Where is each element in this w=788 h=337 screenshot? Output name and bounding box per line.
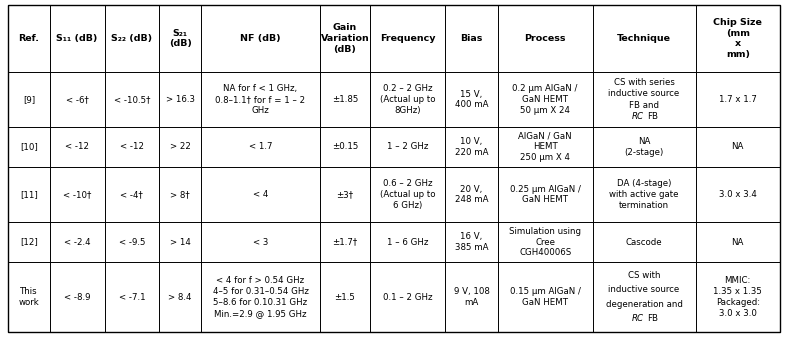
Text: AlGaN / GaN
HEMT
250 μm X 4: AlGaN / GaN HEMT 250 μm X 4 (519, 132, 572, 162)
Text: ±1.85: ±1.85 (332, 95, 358, 104)
Text: Simulation using
Cree
CGH40006S: Simulation using Cree CGH40006S (509, 227, 582, 257)
Text: < -12: < -12 (120, 143, 144, 151)
Text: NA
(2-stage): NA (2-stage) (624, 137, 663, 157)
Text: Chip Size
(mm
x
mm): Chip Size (mm x mm) (713, 18, 762, 59)
Text: 3.0 x 3.4: 3.0 x 3.4 (719, 190, 756, 199)
Text: S₁₁ (dB): S₁₁ (dB) (57, 34, 98, 43)
Text: Frequency: Frequency (380, 34, 436, 43)
Text: MMIC:
1.35 x 1.35
Packaged:
3.0 x 3.0: MMIC: 1.35 x 1.35 Packaged: 3.0 x 3.0 (713, 276, 762, 318)
Text: NA: NA (731, 143, 744, 151)
Text: > 22: > 22 (169, 143, 191, 151)
Text: < -4†: < -4† (121, 190, 143, 199)
Text: 0.15 μm AlGaN /
GaN HEMT: 0.15 μm AlGaN / GaN HEMT (510, 287, 581, 307)
Text: S₂₁
(dB): S₂₁ (dB) (169, 29, 191, 48)
Text: 0.2 – 2 GHz
(Actual up to
8GHz): 0.2 – 2 GHz (Actual up to 8GHz) (380, 84, 436, 115)
Text: 0.6 – 2 GHz
(Actual up to
6 GHz): 0.6 – 2 GHz (Actual up to 6 GHz) (380, 179, 436, 210)
Text: < -10†: < -10† (63, 190, 91, 199)
Text: 10 V,
220 mA: 10 V, 220 mA (455, 137, 489, 157)
Text: CS with series: CS with series (614, 78, 675, 87)
Text: Gain
Variation
(dB): Gain Variation (dB) (321, 23, 370, 54)
Text: This
work: This work (19, 287, 39, 307)
Text: ±1.7†: ±1.7† (333, 238, 358, 247)
Text: FB and: FB and (629, 100, 659, 110)
Text: FB: FB (648, 112, 659, 121)
Text: Technique: Technique (617, 34, 671, 43)
Text: 1 – 6 GHz: 1 – 6 GHz (387, 238, 429, 247)
Text: Process: Process (525, 34, 566, 43)
Text: < -10.5†: < -10.5† (113, 95, 150, 104)
Text: < 4 for f > 0.54 GHz
4–5 for 0.31–0.54 GHz
5–8.6 for 0.10.31 GHz
Min.=2.9 @ 1.95: < 4 for f > 0.54 GHz 4–5 for 0.31–0.54 G… (213, 276, 308, 318)
Text: NF (dB): NF (dB) (240, 34, 281, 43)
Text: DA (4-stage)
with active gate
termination: DA (4-stage) with active gate terminatio… (609, 179, 678, 210)
Text: > 14: > 14 (169, 238, 191, 247)
Text: 15 V,
400 mA: 15 V, 400 mA (455, 90, 489, 109)
Text: > 8†: > 8† (170, 190, 190, 199)
Text: NA: NA (731, 238, 744, 247)
Text: < 3: < 3 (253, 238, 268, 247)
Text: ±1.5: ±1.5 (335, 293, 355, 302)
Text: FB: FB (648, 314, 659, 323)
Text: [9]: [9] (23, 95, 35, 104)
Text: 0.1 – 2 GHz: 0.1 – 2 GHz (383, 293, 433, 302)
Text: > 16.3: > 16.3 (165, 95, 195, 104)
Text: < -8.9: < -8.9 (64, 293, 91, 302)
Text: < 1.7: < 1.7 (249, 143, 273, 151)
Text: RC: RC (632, 314, 644, 323)
Text: [11]: [11] (20, 190, 38, 199)
Text: < -6†: < -6† (65, 95, 88, 104)
Text: 0.2 μm AlGaN /
GaN HEMT
50 μm X 24: 0.2 μm AlGaN / GaN HEMT 50 μm X 24 (512, 84, 578, 115)
Text: inductive source: inductive source (608, 89, 680, 98)
Text: 0.25 μm AlGaN /
GaN HEMT: 0.25 μm AlGaN / GaN HEMT (510, 185, 581, 204)
Text: 1.7 x 1.7: 1.7 x 1.7 (719, 95, 756, 104)
Text: Bias: Bias (460, 34, 483, 43)
Text: 16 V,
385 mA: 16 V, 385 mA (455, 232, 489, 252)
Text: NA for f < 1 GHz,
0.8–1.1† for f = 1 – 2
GHz: NA for f < 1 GHz, 0.8–1.1† for f = 1 – 2… (215, 84, 306, 115)
Text: < -7.1: < -7.1 (118, 293, 145, 302)
Text: > 8.4: > 8.4 (169, 293, 191, 302)
Text: Cascode: Cascode (626, 238, 663, 247)
Text: < -2.4: < -2.4 (64, 238, 91, 247)
Text: 20 V,
248 mA: 20 V, 248 mA (455, 185, 489, 204)
Text: ±3†: ±3† (336, 190, 354, 199)
Text: CS with: CS with (628, 271, 660, 280)
Text: < 4: < 4 (253, 190, 268, 199)
Text: inductive source: inductive source (608, 285, 680, 295)
Text: S₂₂ (dB): S₂₂ (dB) (111, 34, 152, 43)
Text: < -12: < -12 (65, 143, 89, 151)
Text: degeneration and: degeneration and (606, 300, 682, 309)
Text: 9 V, 108
mA: 9 V, 108 mA (454, 287, 489, 307)
Text: ±0.15: ±0.15 (332, 143, 358, 151)
Text: [10]: [10] (20, 143, 38, 151)
Text: 1 – 2 GHz: 1 – 2 GHz (387, 143, 429, 151)
Text: < -9.5: < -9.5 (118, 238, 145, 247)
Text: Ref.: Ref. (18, 34, 39, 43)
Text: [12]: [12] (20, 238, 38, 247)
Text: RC: RC (632, 112, 644, 121)
